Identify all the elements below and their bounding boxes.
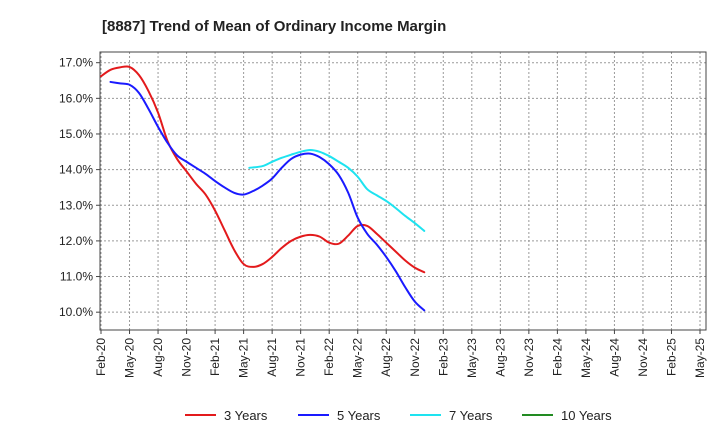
x-tick-label: Aug-21 [265, 338, 279, 377]
x-axis-ticks: Feb-20 May-20 Aug-20 Nov-20 Feb-21 May-21 Aug-… [94, 330, 707, 378]
x-tick-label: Nov-23 [522, 338, 536, 377]
series-line-2 [109, 80, 426, 312]
x-tick-label: Aug-23 [493, 338, 507, 377]
x-tick-label: Feb-22 [322, 338, 336, 376]
x-tick-label: May-23 [465, 338, 479, 378]
y-tick-label: 12.0% [59, 234, 93, 248]
x-tick-label: Feb-21 [208, 338, 222, 376]
x-tick-label: Nov-21 [294, 338, 308, 377]
x-tick-label: May-22 [351, 338, 365, 378]
y-axis-ticks: 10.0% 11.0% 12.0% 13.0% 14.0% 15.0% 16.0% 17.0% [59, 56, 100, 319]
x-tick-label: Feb-23 [436, 338, 450, 376]
legend-label: 3 Years [224, 408, 268, 423]
x-tick-label: Nov-20 [180, 338, 194, 377]
x-tick-label: Aug-22 [379, 338, 393, 377]
x-tick-label: May-24 [579, 338, 593, 378]
y-tick-label: 11.0% [60, 270, 93, 284]
y-tick-label: 16.0% [59, 91, 93, 105]
series-line-3 [248, 149, 426, 232]
legend-label: 7 Years [449, 408, 493, 423]
legend-label: 10 Years [561, 408, 612, 423]
y-tick-label: 10.0% [59, 305, 93, 319]
x-tick-label: May-25 [693, 338, 707, 378]
y-tick-label: 15.0% [59, 127, 93, 141]
series-line-1 [100, 65, 426, 274]
x-tick-label: Feb-24 [550, 338, 564, 376]
y-tick-label: 13.0% [59, 198, 93, 212]
x-tick-label: Feb-25 [664, 338, 678, 376]
x-tick-label: Nov-24 [636, 338, 650, 377]
x-tick-label: Aug-20 [151, 338, 165, 377]
gridlines [100, 52, 706, 330]
plot-area [99, 51, 707, 331]
x-tick-label: Nov-22 [408, 338, 422, 377]
x-tick-label: Feb-20 [94, 338, 108, 376]
chart-title: [8887] Trend of Mean of Ordinary Income … [102, 18, 446, 35]
x-tick-label: May-20 [123, 338, 137, 378]
legend-label: 5 Years [337, 408, 381, 423]
x-tick-label: May-21 [237, 338, 251, 378]
y-tick-label: 14.0% [59, 163, 93, 177]
x-tick-label: Aug-24 [607, 338, 621, 377]
legend: 3 Years 5 Years 7 Years 10 Years [185, 408, 612, 423]
y-tick-label: 17.0% [59, 56, 93, 70]
series-lines [100, 65, 426, 312]
